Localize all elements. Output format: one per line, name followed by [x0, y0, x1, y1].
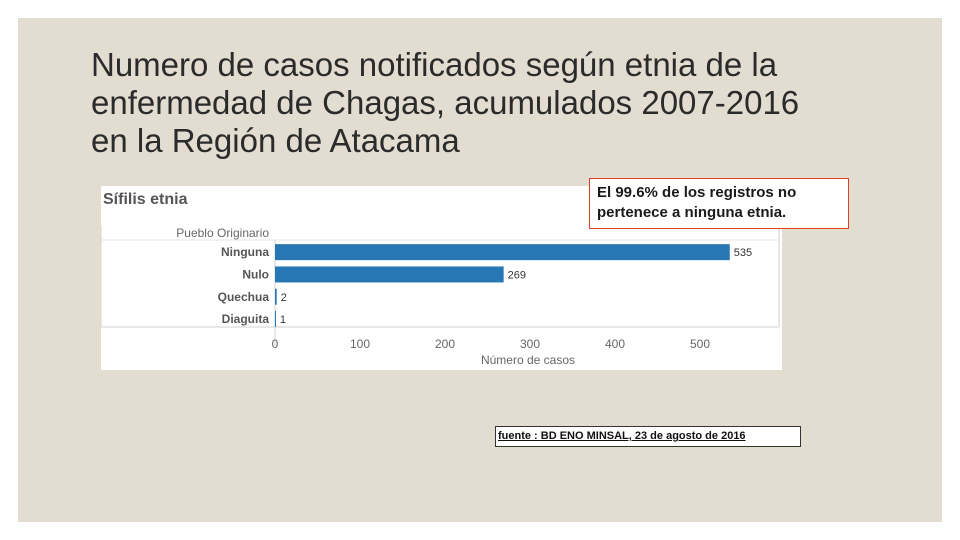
x-tick-label: 400 [605, 337, 625, 351]
bar-nulo [275, 266, 504, 283]
data-label: 1 [280, 314, 286, 326]
category-label: Diaguita [222, 312, 270, 326]
bar-quechua [275, 288, 277, 305]
bar-chart: Pueblo Originario Número de casos Ningun… [101, 226, 780, 367]
x-tick-label: 100 [350, 337, 370, 351]
chart-title: Sífilis etnia [103, 191, 188, 208]
bar-ninguna [275, 244, 730, 261]
data-label: 269 [508, 269, 526, 281]
data-label: 2 [281, 292, 287, 304]
x-tick-label: 300 [520, 337, 540, 351]
x-tick-label: 200 [435, 337, 455, 351]
category-label: Nulo [242, 267, 269, 281]
source-note: fuente : BD ENO MINSAL, 23 de agosto de … [495, 426, 801, 447]
data-label: 535 [734, 247, 752, 259]
x-tick-label: 0 [272, 337, 279, 351]
category-label: Quechua [218, 290, 270, 304]
annotation-callout: El 99.6% de los registros no pertenece a… [589, 178, 849, 229]
x-axis-label: Número de casos [481, 353, 575, 367]
category-label: Ninguna [221, 245, 269, 259]
slide-title: Numero de casos notificados según etnia … [91, 46, 800, 159]
x-tick-label: 500 [690, 337, 710, 351]
category-axis-label: Pueblo Originario [176, 226, 269, 240]
bar-diaguita [275, 311, 276, 328]
